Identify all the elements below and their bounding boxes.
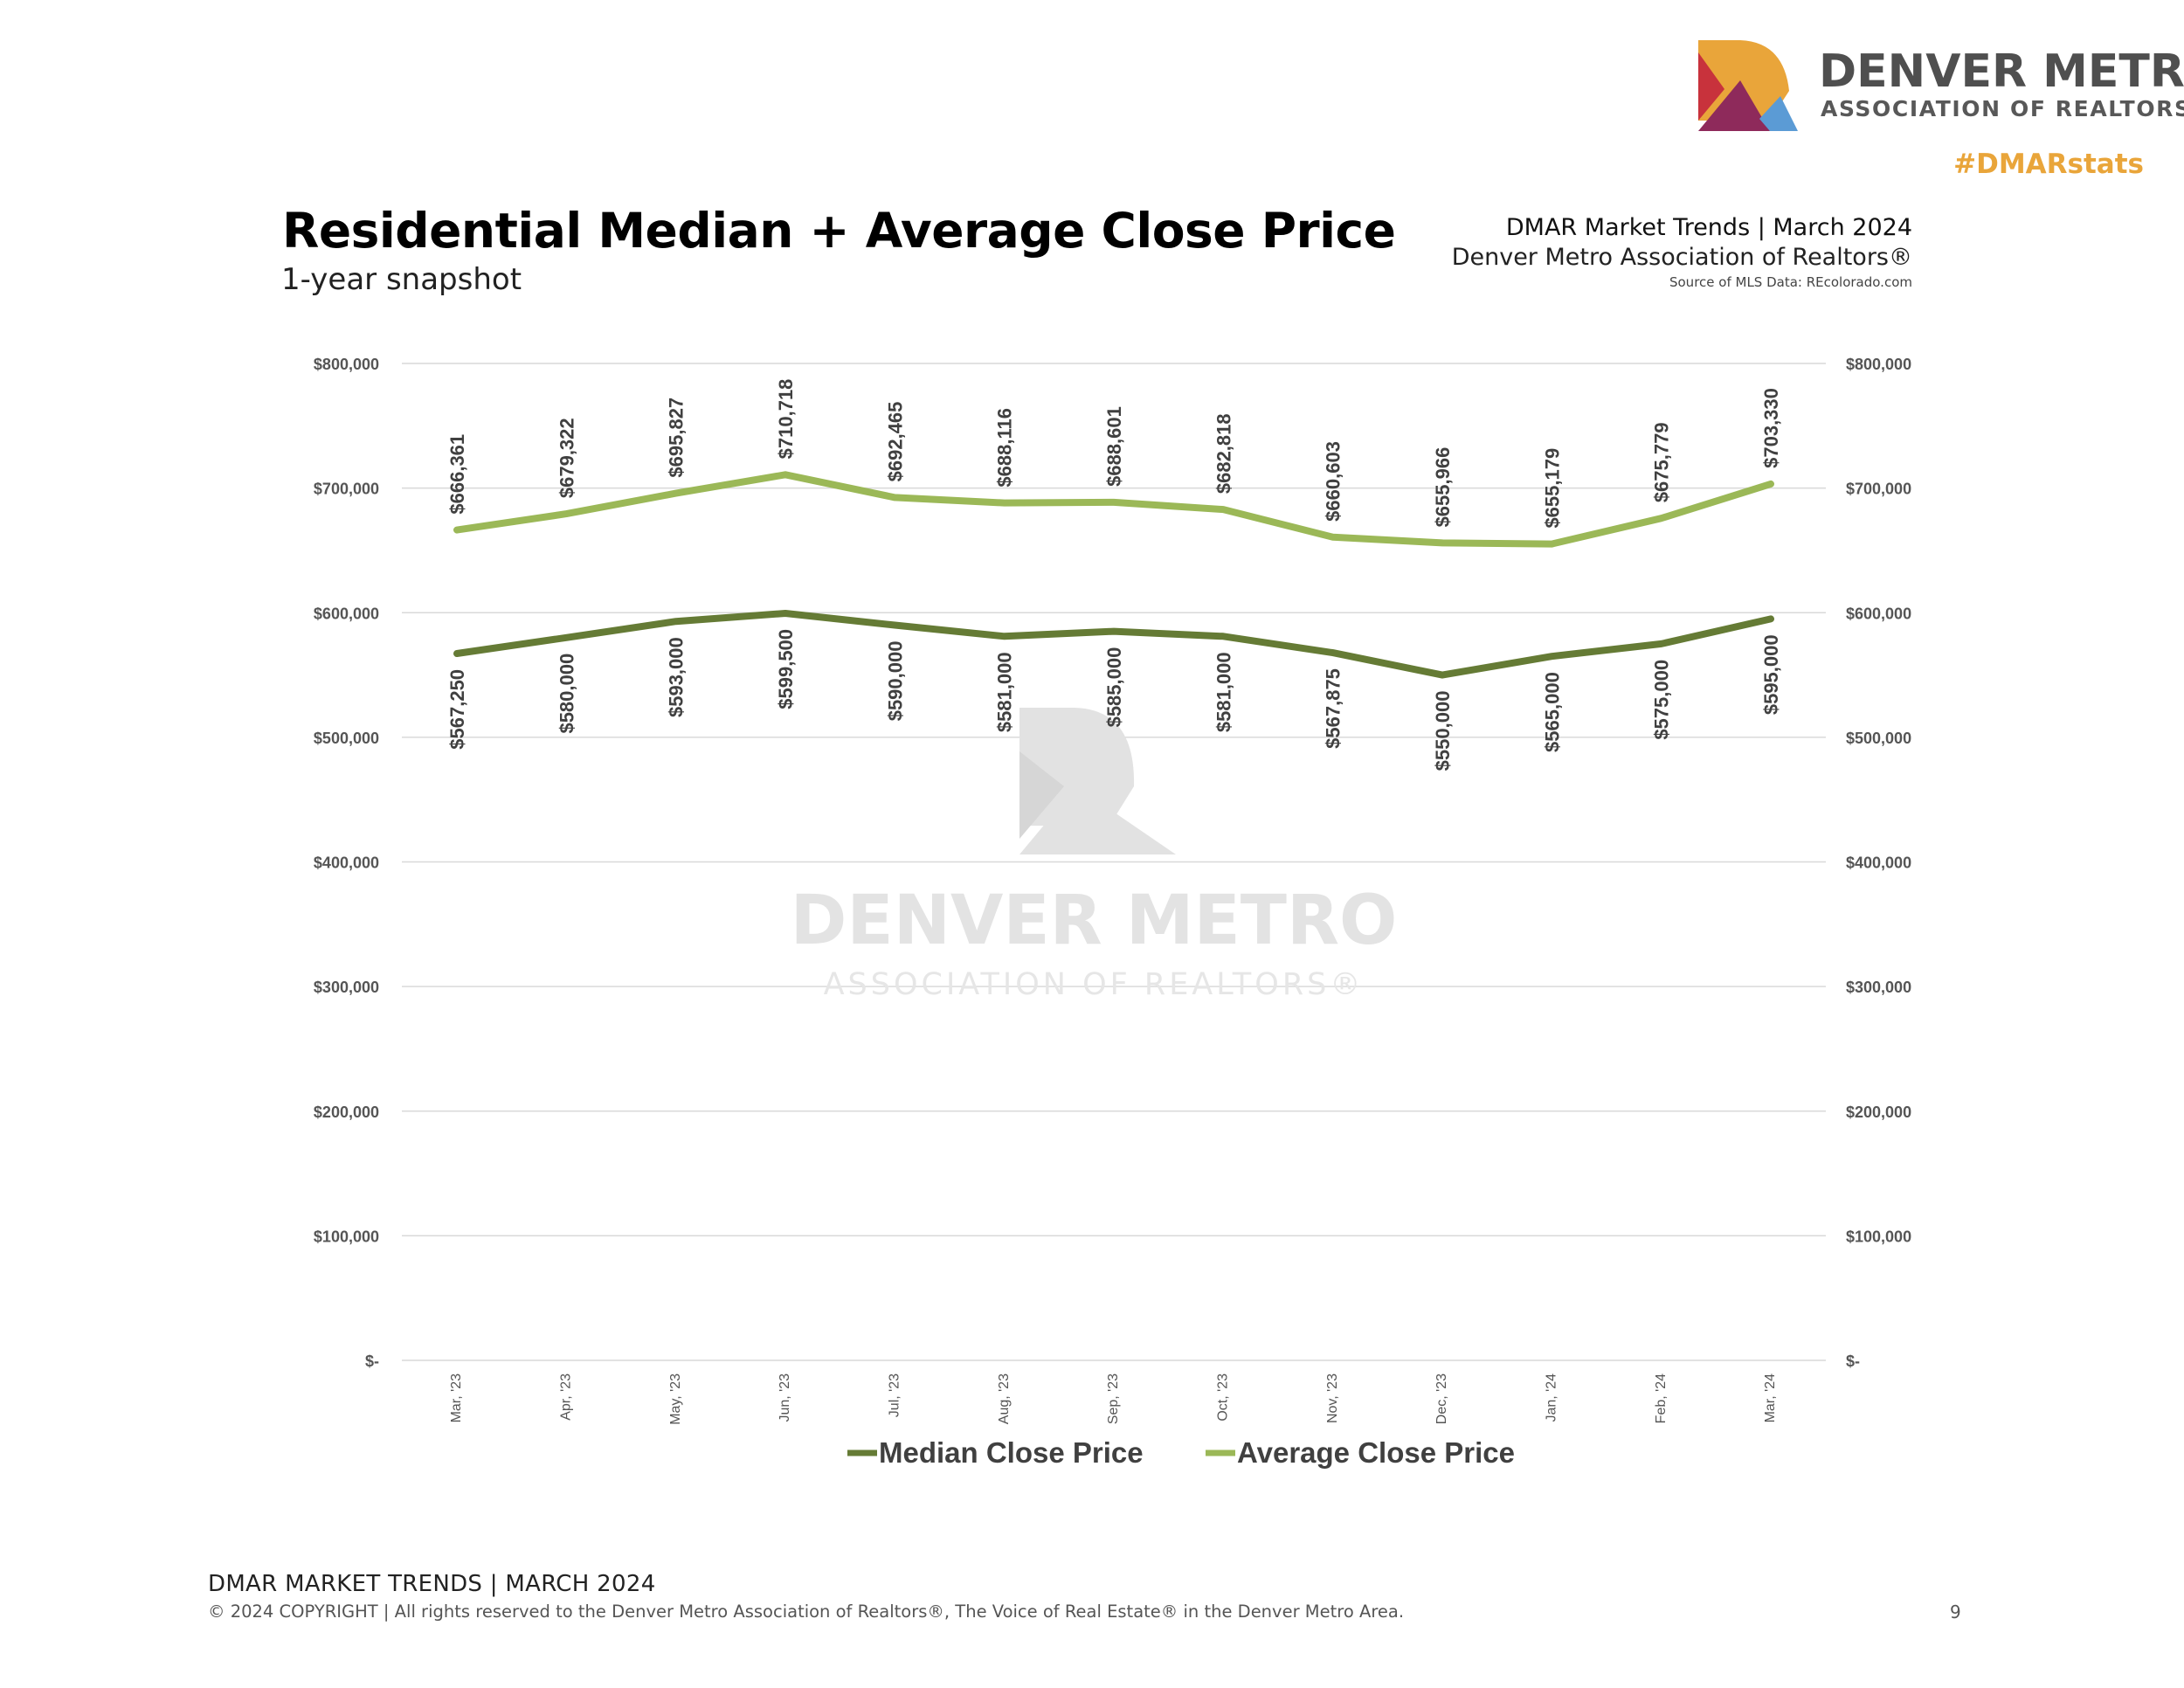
y-tick-label-left: $800,000 — [314, 356, 379, 373]
y-tick-label-right: $800,000 — [1846, 356, 1911, 373]
data-label-average-close-price: $655,966 — [1432, 447, 1454, 528]
x-tick-label: May, '23 — [668, 1373, 683, 1425]
y-tick-label-right: $700,000 — [1846, 481, 1911, 498]
data-label-median-close-price: $585,000 — [1103, 647, 1125, 728]
y-tick-label-right: $200,000 — [1846, 1103, 1911, 1121]
data-label-median-close-price: $581,000 — [994, 652, 1016, 732]
logo-tagline: ASSOCIATION OF REALTORS® — [1821, 96, 2184, 121]
watermark-line1: DENVER METRO — [791, 882, 1398, 960]
y-tick-label-left: $300,000 — [314, 979, 379, 996]
data-label-average-close-price: $688,601 — [1103, 406, 1125, 487]
y-tick-label-left: $400,000 — [314, 854, 379, 872]
data-label-median-close-price: $575,000 — [1651, 660, 1673, 740]
data-label-median-close-price: $565,000 — [1541, 672, 1563, 752]
x-tick-label: Apr, '23 — [559, 1373, 574, 1421]
x-tick-label: Nov, '23 — [1325, 1373, 1340, 1423]
data-label-average-close-price: $675,779 — [1651, 422, 1673, 502]
watermark-line2: ASSOCIATION OF REALTORS® — [824, 967, 1365, 1002]
data-label-median-close-price: $599,500 — [775, 629, 797, 709]
data-label-median-close-price: $550,000 — [1432, 691, 1454, 771]
footer-title: DMAR MARKET TRENDS | MARCH 2024 — [208, 1571, 656, 1597]
data-label-average-close-price: $660,603 — [1323, 441, 1344, 522]
y-tick-label-left: $700,000 — [314, 481, 379, 498]
data-label-median-close-price: $567,250 — [446, 669, 468, 750]
logo-wordmark: DENVER METRO — [1819, 45, 2184, 98]
y-tick-label-left: $600,000 — [314, 605, 379, 622]
report-info: DMAR Market Trends | March 2024 Denver M… — [1452, 213, 1912, 292]
report-name: DMAR Market Trends | March 2024 — [1505, 214, 1912, 241]
legend-label-median-close-price: Median Close Price — [879, 1436, 1144, 1469]
y-tick-label-right: $400,000 — [1846, 854, 1911, 872]
page-subtitle: 1-year snapshot — [281, 262, 522, 297]
data-label-average-close-price: $692,465 — [884, 402, 906, 482]
data-label-median-close-price: $595,000 — [1760, 634, 1782, 715]
data-labels: $567,250 $580,000 $593,000 $599,500 $590,000… — [446, 379, 1782, 771]
data-label-median-close-price: $590,000 — [884, 641, 906, 722]
legend-label-average-close-price: Average Close Price — [1237, 1436, 1515, 1469]
close-price-chart: DENVER METRO ASSOCIATION OF REALTORS® $-… — [314, 356, 1911, 1469]
data-label-average-close-price: $688,116 — [994, 408, 1016, 488]
data-label-median-close-price: $580,000 — [556, 654, 577, 734]
org-name: Denver Metro Association of Realtors® — [1451, 244, 1912, 271]
y-tick-label-right: $100,000 — [1846, 1228, 1911, 1245]
y-tick-label-right: $300,000 — [1846, 979, 1911, 996]
gridlines — [402, 363, 1826, 1361]
data-label-average-close-price: $682,818 — [1213, 413, 1234, 494]
series — [453, 471, 1774, 679]
watermark-mark-icon — [1019, 708, 1176, 854]
x-tick-label: Feb, '24 — [1654, 1373, 1669, 1423]
x-tick-label: Mar, '24 — [1763, 1373, 1778, 1423]
data-label-average-close-price: $679,322 — [556, 418, 577, 498]
x-tick-label: Jan, '24 — [1545, 1373, 1559, 1422]
watermark: DENVER METRO ASSOCIATION OF REALTORS® — [791, 708, 1398, 1002]
data-label-median-close-price: $593,000 — [666, 637, 688, 717]
x-tick-label: Mar, '23 — [449, 1373, 464, 1423]
data-label-average-close-price: $695,827 — [666, 398, 688, 478]
data-label-average-close-price: $710,718 — [775, 379, 797, 460]
axes: $- $- $100,000 $100,000 $200,000 $200,000 $300… — [314, 356, 1911, 1425]
y-tick-label-left: $- — [365, 1352, 379, 1370]
y-tick-label-left: $100,000 — [314, 1228, 379, 1245]
data-label-average-close-price: $703,330 — [1760, 388, 1782, 468]
y-tick-label-left: $500,000 — [314, 730, 379, 747]
data-label-median-close-price: $581,000 — [1213, 652, 1234, 732]
footer-copyright: © 2024 COPYRIGHT | All rights reserved t… — [208, 1602, 1405, 1622]
y-tick-label-left: $200,000 — [314, 1103, 379, 1121]
hashtag: #DMARstats — [1953, 149, 2144, 180]
dmar-logo — [1686, 35, 2158, 140]
data-label-median-close-price: $567,875 — [1323, 668, 1344, 749]
x-tick-label: Oct, '23 — [1216, 1373, 1231, 1422]
y-tick-label-right: $500,000 — [1846, 730, 1911, 747]
source-note: Source of MLS Data: REcolorado.com — [1669, 274, 1912, 290]
x-tick-label: Jul, '23 — [888, 1373, 902, 1417]
page-title: Residential Median + Average Close Price — [282, 203, 1396, 259]
page-number: 9 — [1950, 1602, 1961, 1622]
x-tick-label: Jun, '23 — [778, 1373, 792, 1422]
x-tick-label: Aug, '23 — [997, 1373, 1012, 1424]
dmar-logo-mark-icon — [1698, 40, 1798, 131]
y-tick-label-right: $- — [1846, 1352, 1860, 1370]
x-tick-label: Sep, '23 — [1106, 1373, 1121, 1424]
y-tick-label-right: $600,000 — [1846, 605, 1911, 622]
data-label-average-close-price: $666,361 — [446, 434, 468, 515]
legend: Median Close Price Average Close Price — [847, 1436, 1515, 1469]
x-tick-label: Dec, '23 — [1434, 1373, 1449, 1424]
data-label-average-close-price: $655,179 — [1541, 448, 1563, 529]
